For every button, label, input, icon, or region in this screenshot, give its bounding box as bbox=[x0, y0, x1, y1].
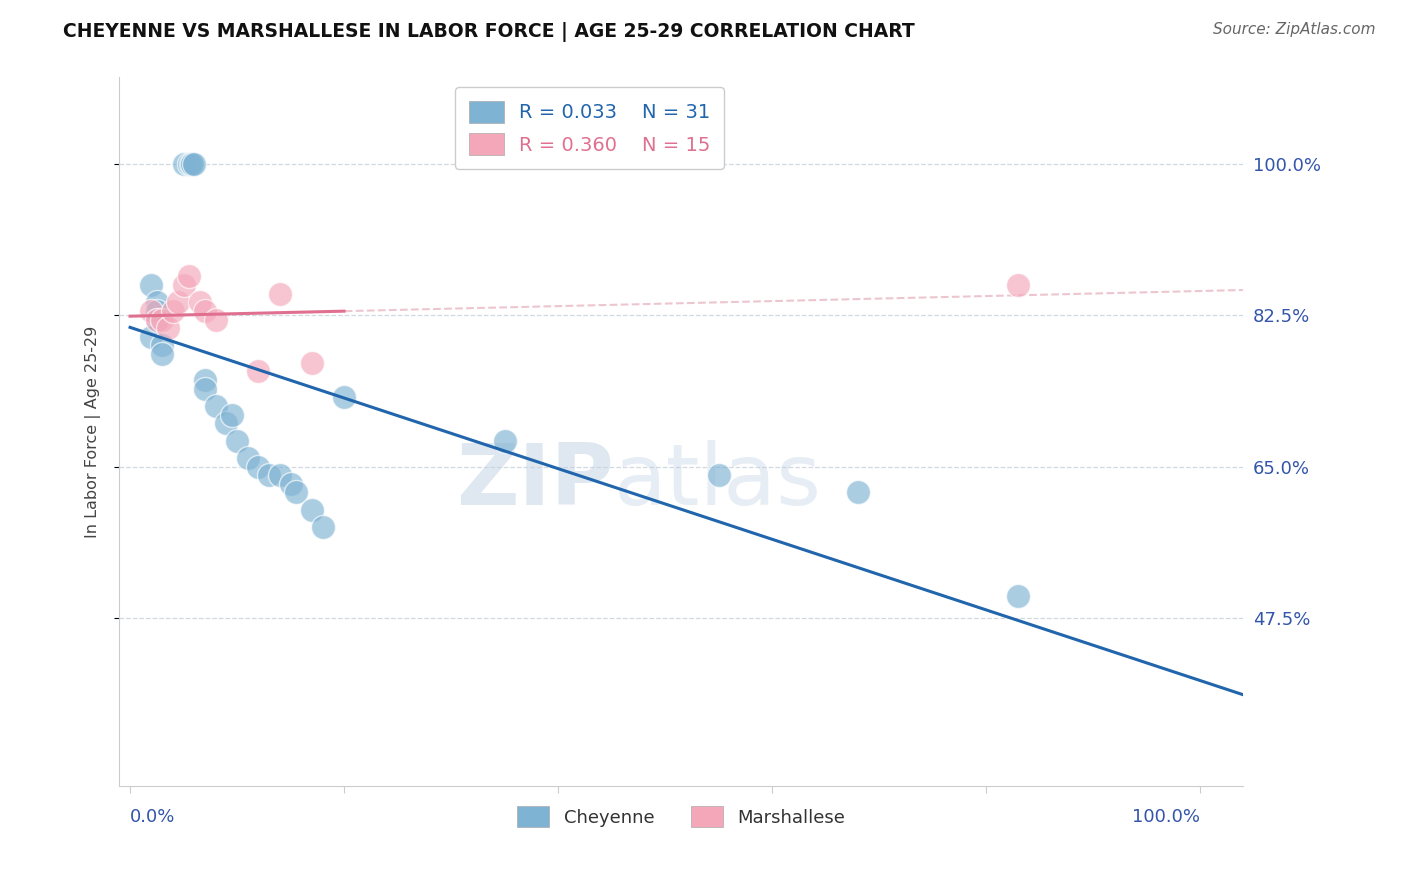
Point bbox=[215, 417, 238, 431]
Text: atlas: atlas bbox=[614, 440, 821, 523]
Point bbox=[173, 277, 195, 292]
Point bbox=[167, 295, 190, 310]
Point bbox=[333, 390, 356, 404]
Point bbox=[280, 476, 302, 491]
Text: CHEYENNE VS MARSHALLESE IN LABOR FORCE | AGE 25-29 CORRELATION CHART: CHEYENNE VS MARSHALLESE IN LABOR FORCE |… bbox=[63, 22, 915, 42]
Point bbox=[301, 356, 323, 370]
Point bbox=[1007, 589, 1029, 603]
Point bbox=[204, 312, 226, 326]
Point bbox=[194, 382, 217, 396]
Point bbox=[247, 459, 270, 474]
Point bbox=[269, 286, 291, 301]
Point bbox=[146, 304, 169, 318]
Point bbox=[257, 468, 280, 483]
Point bbox=[221, 408, 243, 422]
Point bbox=[180, 157, 202, 171]
Legend: Cheyenne, Marshallese: Cheyenne, Marshallese bbox=[510, 799, 852, 834]
Point bbox=[1007, 277, 1029, 292]
Point bbox=[312, 520, 335, 534]
Point bbox=[183, 157, 205, 171]
Point bbox=[173, 157, 195, 171]
Point bbox=[188, 295, 211, 310]
Point bbox=[707, 468, 730, 483]
Point bbox=[150, 338, 173, 352]
Point bbox=[284, 485, 307, 500]
Point bbox=[301, 503, 323, 517]
Point bbox=[162, 304, 184, 318]
Text: ZIP: ZIP bbox=[456, 440, 614, 523]
Point bbox=[247, 364, 270, 378]
Text: 100.0%: 100.0% bbox=[1132, 808, 1201, 826]
Point bbox=[846, 485, 869, 500]
Y-axis label: In Labor Force | Age 25-29: In Labor Force | Age 25-29 bbox=[86, 326, 101, 538]
Point bbox=[146, 295, 169, 310]
Point bbox=[150, 312, 173, 326]
Point bbox=[181, 157, 204, 171]
Point bbox=[236, 450, 259, 465]
Point bbox=[141, 304, 163, 318]
Point bbox=[204, 399, 226, 413]
Point bbox=[494, 434, 516, 448]
Point bbox=[269, 468, 291, 483]
Point bbox=[194, 304, 217, 318]
Text: 0.0%: 0.0% bbox=[131, 808, 176, 826]
Point bbox=[226, 434, 249, 448]
Point bbox=[177, 157, 200, 171]
Point bbox=[146, 312, 169, 326]
Point bbox=[177, 269, 200, 284]
Point bbox=[141, 330, 163, 344]
Point bbox=[150, 347, 173, 361]
Point bbox=[146, 312, 169, 326]
Point bbox=[156, 321, 179, 335]
Text: Source: ZipAtlas.com: Source: ZipAtlas.com bbox=[1212, 22, 1375, 37]
Point bbox=[194, 373, 217, 387]
Point bbox=[141, 277, 163, 292]
